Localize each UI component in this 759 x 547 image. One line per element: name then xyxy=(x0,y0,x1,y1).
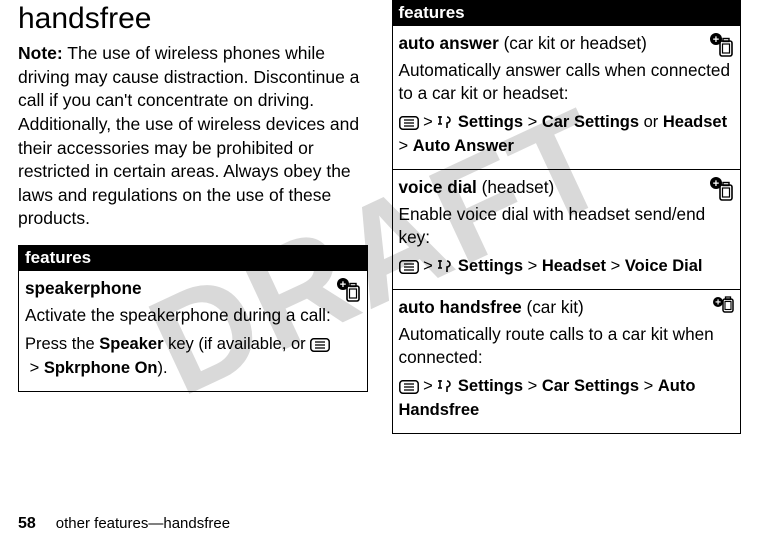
voice-dial-cell: + voice dial (headset) Enable voice dial… xyxy=(393,169,741,289)
nav-item: Settings xyxy=(458,257,523,275)
auto-handsfree-nav: > Settings > Car Settings > Auto Handsfr… xyxy=(399,375,735,423)
nav-gt: > xyxy=(528,257,538,275)
svg-text:+: + xyxy=(715,298,721,309)
nav-gt: > xyxy=(423,377,433,395)
auto-answer-cell: + auto answer (car kit or headset) Autom… xyxy=(393,25,741,169)
svg-text:+: + xyxy=(713,178,719,190)
menu-key-icon xyxy=(399,380,419,394)
speakerphone-title: speakerphone xyxy=(25,277,361,300)
nav-item: Auto Answer xyxy=(413,137,514,155)
auto-handsfree-cell: + auto handsfree (car kit) Automatically… xyxy=(393,289,741,433)
row-title-text: speakerphone xyxy=(25,278,142,298)
left-column: handsfree Note: The use of wireless phon… xyxy=(18,0,368,547)
nav-gt: > xyxy=(528,113,538,131)
row-body: Enable voice dial with headset send/end … xyxy=(399,203,735,249)
left-table-header: features xyxy=(19,246,367,270)
nav-gt: > xyxy=(30,359,40,377)
right-features-table: features + auto answer (car kit or heads… xyxy=(392,0,742,434)
nav-item: Settings xyxy=(458,377,523,395)
voice-dial-nav: > Settings > Headset > Voice Dial xyxy=(399,255,735,279)
nav-gt: > xyxy=(611,257,621,275)
nav-gt: > xyxy=(644,377,654,395)
nav-item: Voice Dial xyxy=(625,257,703,275)
row-heading: auto handsfree (car kit) xyxy=(399,296,735,319)
speakerphone-nav: Press the Speaker key (if available, or … xyxy=(25,333,361,381)
row-subtitle: (headset) xyxy=(477,177,554,197)
row-title-text: auto answer xyxy=(399,33,499,53)
svg-text:+: + xyxy=(339,279,345,291)
menu-key-icon xyxy=(399,260,419,274)
tools-icon xyxy=(437,378,453,394)
menu-key-icon xyxy=(399,116,419,130)
row-title-text: voice dial xyxy=(399,177,477,197)
menu-key-icon xyxy=(310,338,330,352)
row-subtitle: (car kit) xyxy=(522,297,584,317)
nav-gt: > xyxy=(528,377,538,395)
nav-text: key (if available, or xyxy=(164,335,311,353)
nav-gt: > xyxy=(423,113,433,131)
nav-item: Headset xyxy=(663,113,727,131)
nav-item: Settings xyxy=(458,113,523,131)
nav-gt: > xyxy=(399,137,409,155)
accessory-required-icon: + xyxy=(708,176,734,208)
nav-item: Headset xyxy=(542,257,606,275)
row-heading: auto answer (car kit or headset) xyxy=(399,32,735,55)
note-body: The use of wireless phones while driving… xyxy=(18,43,359,228)
page-columns: handsfree Note: The use of wireless phon… xyxy=(0,0,759,547)
nav-text: Press the xyxy=(25,335,99,353)
nav-item: Car Settings xyxy=(542,377,639,395)
nav-text: or xyxy=(639,113,663,131)
row-heading: voice dial (headset) xyxy=(399,176,735,199)
speakerphone-cell: + speakerphone Activate the speakerphone… xyxy=(19,270,367,391)
row-body: Automatically answer calls when connecte… xyxy=(399,59,735,105)
section-heading: handsfree xyxy=(18,2,368,36)
tools-icon xyxy=(437,258,453,274)
right-column: features + auto answer (car kit or heads… xyxy=(392,0,742,547)
speakerphone-body: Activate the speakerphone during a call: xyxy=(25,304,361,327)
nav-gt: > xyxy=(423,257,433,275)
nav-text: ). xyxy=(158,359,168,377)
note-paragraph: Note: The use of wireless phones while d… xyxy=(18,42,368,231)
left-features-table: features + speakerphone Activate the spe… xyxy=(18,245,368,392)
accessory-required-icon: + xyxy=(712,296,734,320)
row-body: Automatically route calls to a car kit w… xyxy=(399,323,735,369)
right-table-header: features xyxy=(393,0,741,25)
nav-key: Speaker xyxy=(99,335,163,353)
svg-text:+: + xyxy=(713,34,719,46)
tools-icon xyxy=(437,114,453,130)
accessory-required-icon: + xyxy=(335,277,361,309)
nav-item: Spkrphone On xyxy=(44,359,158,377)
row-subtitle: (car kit or headset) xyxy=(499,33,647,53)
note-label: Note: xyxy=(18,43,63,63)
nav-item: Car Settings xyxy=(542,113,639,131)
accessory-required-icon: + xyxy=(708,32,734,64)
row-title-text: auto handsfree xyxy=(399,297,522,317)
auto-answer-nav: > Settings > Car Settings or Headset > A… xyxy=(399,111,735,159)
